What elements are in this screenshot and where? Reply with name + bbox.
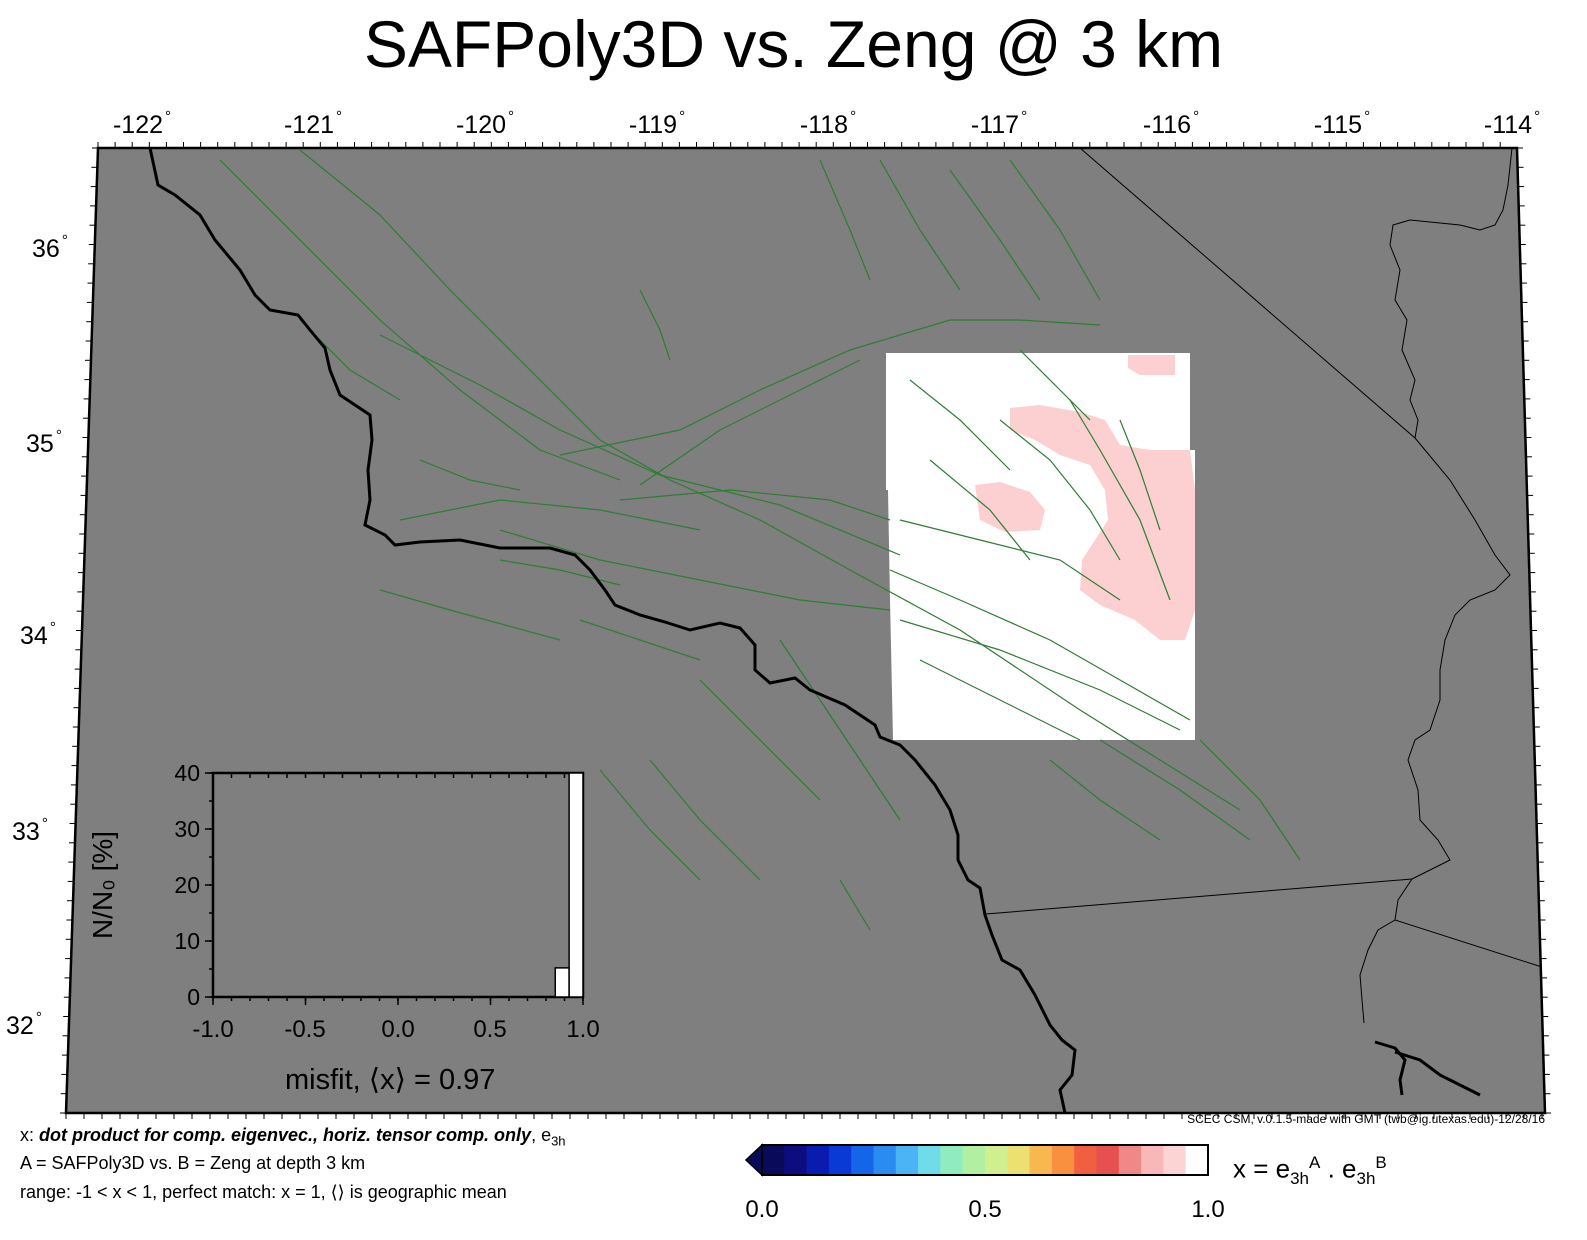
colorbar-frame — [761, 1144, 1209, 1176]
map-title: SAFPoly3D vs. Zeng @ 3 km — [363, 7, 1224, 81]
histogram-bar — [554, 967, 570, 998]
coastline — [148, 148, 1077, 1113]
colorbar-cell — [1074, 1145, 1097, 1175]
histogram-frame — [211, 771, 585, 999]
credit-text: SCEC CSM, v.0.1.5-made with GMT (twb@ig.… — [1187, 1112, 1545, 1126]
note-line-1: x: dot product for comp. eigenvec., hori… — [20, 1125, 566, 1149]
colorbar-cells — [762, 1145, 1209, 1175]
fault-traces — [219, 149, 1301, 931]
lon-label: -115 ° — [1313, 108, 1371, 139]
lon-label: -120 ° — [455, 108, 515, 139]
histogram-x-tick-label: -1.0 — [192, 1016, 234, 1043]
histogram-bar — [568, 772, 584, 998]
histogram-y-tick-label: 10 — [174, 928, 200, 954]
colorbar-cell — [828, 1145, 852, 1175]
map-frame-ticks — [60, 142, 1551, 1119]
histogram-y-tick-label: 40 — [174, 760, 200, 786]
lon-label: -119 ° — [628, 108, 686, 139]
lat-label: 35 ° — [26, 427, 62, 458]
colorbar-cell — [1141, 1145, 1164, 1175]
histogram-x-tick-label: 1.0 — [566, 1016, 600, 1043]
colorbar-cell — [940, 1145, 964, 1175]
colorbar-cell — [1185, 1145, 1209, 1175]
colorbar-lower-triangle — [744, 1143, 763, 1177]
colorbar-cell — [1029, 1145, 1053, 1175]
colorbar-cell — [762, 1145, 785, 1175]
colorbar-label: 0.5 — [968, 1196, 1002, 1223]
high-misfit-patches — [975, 355, 1195, 640]
histogram-y-tick-label: 30 — [174, 816, 200, 842]
histogram-y-tick-label: 20 — [174, 872, 200, 898]
colorbar-formula: x = e3hA . e3hB — [1233, 1153, 1387, 1188]
colorbar-cell — [1007, 1145, 1031, 1175]
histogram-y-tick-label: 0 — [187, 984, 200, 1010]
histogram-x-tick-label: -0.5 — [284, 1016, 326, 1043]
lat-label: 36 ° — [32, 232, 68, 263]
state-borders — [985, 148, 1545, 1024]
colorbar-cell — [962, 1145, 986, 1175]
lon-label: -116 ° — [1142, 108, 1200, 139]
lat-label: 32 ° — [6, 1009, 42, 1040]
lon-label: -122 ° — [112, 108, 172, 139]
colorbar-cell — [918, 1145, 941, 1175]
colorbar-cell — [806, 1145, 830, 1175]
colorbar-cell — [873, 1145, 897, 1175]
coastline-baja-east — [1374, 1040, 1481, 1097]
histogram-x-tick-label: 0.5 — [473, 1016, 507, 1043]
colorbar-cell — [1051, 1145, 1075, 1175]
colorbar-cell — [895, 1145, 919, 1175]
lat-label: 33 ° — [12, 815, 48, 846]
colorbar-label: 1.0 — [1191, 1196, 1225, 1223]
colorbar-cell — [985, 1145, 1008, 1175]
lon-label: -118 ° — [799, 108, 857, 139]
lon-label: -121 ° — [283, 108, 343, 139]
colorbar-cell — [1096, 1145, 1120, 1175]
colorbar-cell — [851, 1145, 874, 1175]
misfit-mean-label: misfit, ⟨x⟩ = 0.97 — [285, 1064, 496, 1096]
colorbar-label: 0.0 — [745, 1196, 779, 1223]
histogram-x-tick-label: 0.0 — [381, 1016, 415, 1043]
lat-label: 34 ° — [20, 619, 56, 650]
histogram-bars — [554, 772, 584, 998]
colorbar — [744, 1143, 1209, 1177]
note-line-2: A = SAFPoly3D vs. B = Zeng at depth 3 km — [20, 1153, 366, 1173]
colorbar-cell — [784, 1145, 808, 1175]
note-line-3: range: -1 < x < 1, perfect match: x = 1,… — [20, 1182, 507, 1202]
lon-label: -117 ° — [970, 108, 1028, 139]
lon-label: -114 ° — [1483, 108, 1541, 139]
histogram-inset — [205, 771, 585, 1005]
histogram-y-title: N/N₀ [%] — [87, 830, 118, 940]
colorbar-cell — [1163, 1145, 1187, 1175]
colorbar-cell — [1118, 1145, 1142, 1175]
